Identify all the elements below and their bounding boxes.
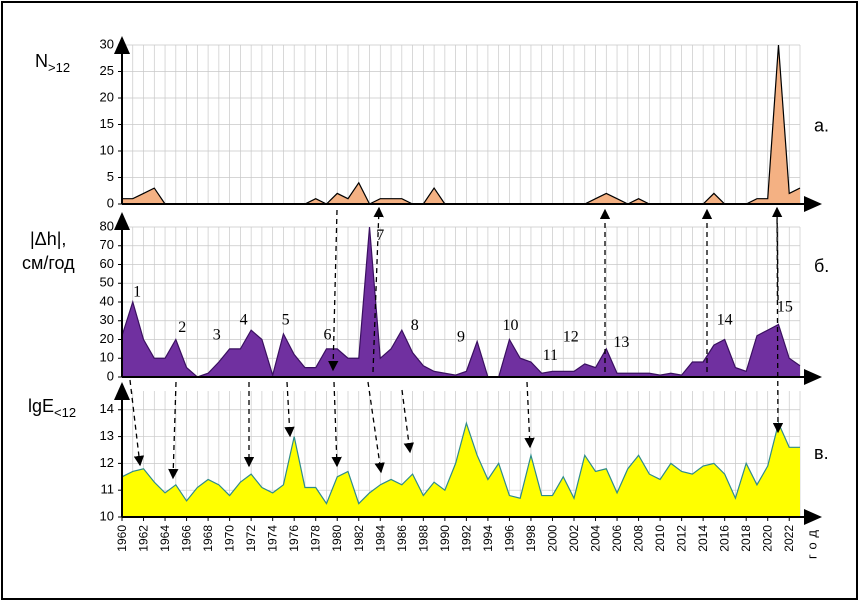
area [122,423,800,517]
y-axis-label-sub: >12 [48,60,70,75]
arrows [129,206,784,480]
x-tick-label: 2008 [632,525,646,552]
x-tick-label: 1972 [244,525,258,552]
x-tick-label: 1982 [352,525,366,552]
x-tick-label: 1994 [481,525,495,552]
x-tick-label: 1960 [115,525,129,552]
annotation: 3 [213,326,221,343]
annotation: 8 [411,317,419,334]
annotation: 10 [503,317,519,334]
annotation: 14 [717,311,733,328]
arrow [401,389,414,454]
x-tick-label: 2020 [761,525,775,552]
annotation: 4 [240,311,248,328]
y-tick-label: 80 [100,218,114,233]
x-tick-label: 1998 [524,525,538,552]
x-tick-label: 1986 [395,525,409,552]
x-tick-label: 2016 [718,525,732,552]
arrow [772,209,784,434]
annotation: 7 [376,227,384,244]
x-tick-label: 2002 [567,525,581,552]
y-axis-label: N>12 [35,51,70,76]
y-tick-label: 0 [107,195,114,210]
y-tick-label: 20 [100,331,114,346]
arrow [771,206,783,301]
x-tick-label: 2006 [610,525,624,552]
y-axis-label: см/год [22,253,75,273]
y-tick-label: 70 [100,237,114,252]
y-tick-label: 50 [100,275,114,290]
annotation: 13 [613,334,629,351]
plots: 051015202530а.N>1201020304050607080б.|Δh… [22,36,829,559]
x-tick-label: 1984 [373,525,387,552]
y-axis-label-main: N [35,51,48,71]
y-tick-label: 25 [100,63,114,78]
panel-label: в. [814,443,829,463]
y-axis-label-main: lgE [28,396,54,416]
x-tick-label: 1970 [223,525,237,552]
y-tick-label: 20 [100,89,114,104]
y-tick-label: 10 [100,350,114,365]
arrow [372,206,384,373]
y-tick-label: 0 [107,368,114,383]
annotation: 1 [133,283,141,300]
y-tick-label: 5 [107,169,114,184]
line [121,421,800,505]
x-tick-label: 2014 [696,525,710,552]
x-tick-label: 2010 [653,525,667,552]
x-axis-label: год [805,525,820,559]
y-tick-label: 30 [100,36,114,51]
x-tick-label: 1978 [309,525,323,552]
x-tick-label: 1980 [330,525,344,552]
y-axis-label: lgE<12 [28,396,76,421]
y-tick-label: 15 [100,116,114,131]
x-tick-label: 1974 [266,525,280,552]
annotation: 5 [282,311,290,328]
annotation: 15 [777,298,793,315]
y-tick-label: 60 [100,256,114,271]
x-tick-label: 1962 [137,525,151,552]
y-tick-label: 11 [101,482,115,497]
y-tick-label: 10 [100,142,114,157]
x-tick-label: 1964 [158,525,172,552]
x-tick-label: 1990 [438,525,452,552]
area [122,227,800,377]
annotation: 12 [563,328,579,345]
annotation: 11 [543,347,558,364]
x-tick-label: 2018 [739,525,753,552]
y-tick-label: 30 [100,312,114,327]
y-axis-label-sub: <12 [54,405,76,420]
y-axis-label: |Δh|, [30,229,66,249]
y-tick-label: 12 [100,455,114,470]
x-tick-label: 2012 [675,525,689,552]
x-tick-label: 1988 [416,525,430,552]
panel-label: а. [814,115,829,135]
arrow [168,381,179,480]
panel-label: б. [814,256,829,276]
line [121,226,801,378]
arrow [367,381,385,474]
y-tick-label: 13 [100,428,114,443]
x-tick-label: 1992 [459,525,473,552]
annotation: 2 [178,319,186,336]
y-tick-label: 14 [100,401,114,416]
x-tick-label: 2022 [782,525,796,552]
x-tick-label: 1966 [180,525,194,552]
annotation: 9 [457,328,465,345]
x-tick-label: 2004 [589,525,603,552]
y-tick-label: 40 [100,293,114,308]
y-tick-label: 10 [100,508,114,523]
x-tick-label: 1996 [502,525,516,552]
x-tick-label: 1968 [201,525,215,552]
arrow [284,381,295,438]
arrow [524,381,535,449]
x-tick-label: 2000 [545,525,559,552]
annotation: 6 [324,326,332,343]
x-tick-label: 1976 [287,525,301,552]
